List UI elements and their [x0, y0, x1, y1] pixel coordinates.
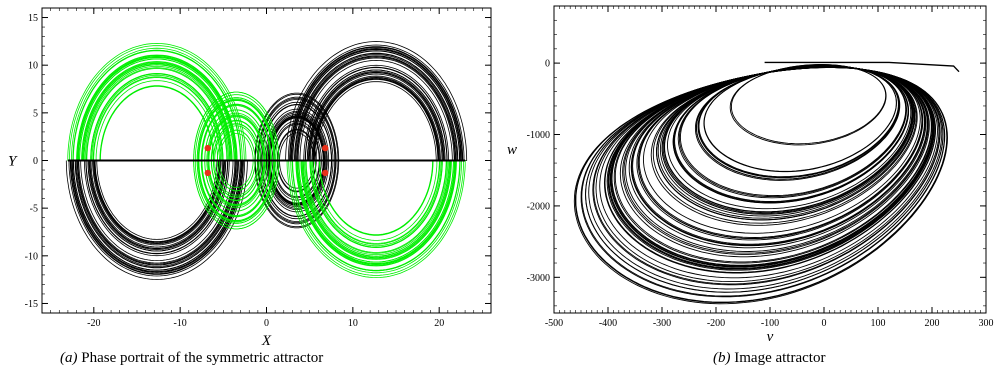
x-tick-label: 100 [871, 318, 886, 329]
y-tick-label: 5 [33, 108, 38, 119]
image-orbit [628, 66, 927, 249]
x-tick-label: 200 [925, 318, 940, 329]
image-top-edge [764, 61, 960, 73]
caption-a: (a) Phase portrait of the symmetric attr… [60, 350, 323, 367]
x-tick-label: 300 [979, 318, 994, 329]
y-tick-label: 0 [33, 156, 38, 167]
chart-b-svg: -500 -400 -300 -200 -100 0 100 200 300-3000-2000… [507, 5, 994, 345]
trajectory-group [65, 41, 468, 280]
x-tick-label: -200 [707, 318, 725, 329]
caption-a-label: (a) [60, 350, 78, 366]
image-orbit [585, 66, 944, 293]
y-axis-label: Y [8, 154, 18, 170]
y-tick-label: 10 [28, 61, 38, 72]
y-tick-label: -10 [25, 251, 38, 262]
x-tick-label: -400 [599, 318, 617, 329]
x-tick-label: 20 [434, 318, 444, 329]
y-tick-label: -2000 [527, 201, 550, 212]
x-tick-label: 0 [264, 318, 269, 329]
panel-a-phase-portrait: -20 -10 0 10 20 -15 -10 -5 0 5 10 15 X Y (a) Phase po… [8, 7, 492, 367]
x-tick-label: -10 [173, 318, 186, 329]
x-axis-label: v [767, 329, 774, 345]
chart-a-svg: -20 -10 0 10 20 -15 -10 -5 0 5 10 15 X Y [8, 7, 492, 349]
equilibrium-point [322, 169, 329, 177]
caption-b: (b) Image attractor [713, 350, 825, 367]
y-tick-label: -15 [25, 299, 38, 310]
caption-b-text: Image attractor [734, 350, 826, 366]
image-trajectory-group [573, 61, 960, 305]
equilibrium-point [204, 144, 211, 152]
panel-b-image-attractor: -500 -400 -300 -200 -100 0 100 200 300 -3000 -2000… [497, 0, 994, 378]
x-axis-label: X [261, 333, 272, 349]
equilibrium-point [204, 169, 211, 177]
y-tick-label: -1000 [527, 130, 550, 141]
x-tick-label: -300 [653, 318, 671, 329]
y-axis-label: w [507, 142, 517, 158]
y-tick-label: 15 [28, 13, 38, 24]
caption-b-label: (b) [713, 350, 731, 366]
y-tick-label: -5 [30, 204, 38, 215]
image-orbit [610, 66, 934, 268]
x-tick-label: 0 [822, 318, 827, 329]
y-tick-label: 0 [545, 59, 550, 70]
x-tick-label: 10 [348, 318, 358, 329]
x-tick-label: -100 [761, 318, 779, 329]
y-tick-label: -3000 [527, 273, 550, 284]
x-tick-label: -20 [87, 318, 100, 329]
x-tick-label: -500 [545, 318, 563, 329]
caption-a-text: Phase portrait of the symmetric attracto… [81, 350, 324, 366]
equilibrium-point [322, 144, 329, 152]
